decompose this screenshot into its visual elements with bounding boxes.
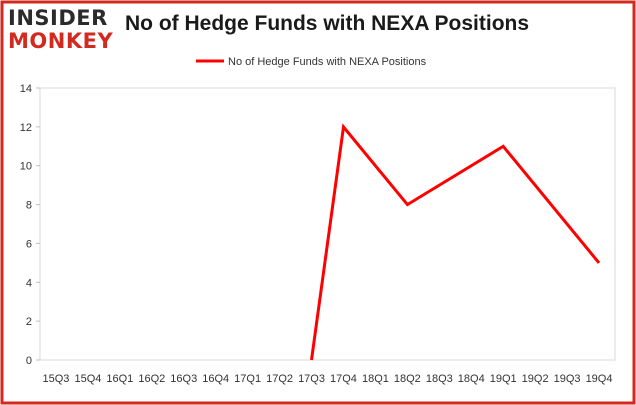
plot-area (39, 87, 616, 361)
insider-monkey-logo: INSIDER MONKEY (8, 6, 116, 54)
y-tick-label: 2 (26, 316, 32, 328)
x-tick-label: 15Q4 (74, 373, 101, 385)
y-axis: 0 2 4 6 8 10 12 14 (20, 83, 40, 367)
x-tick-label: 18Q1 (362, 373, 389, 385)
series-layer (310, 123, 601, 361)
logo-line2: MONKEY (8, 29, 114, 53)
x-axis: 15Q3 15Q4 16Q1 16Q2 16Q3 16Q4 17Q1 17Q2 17Q3 17Q4… (43, 373, 613, 385)
y-tick-label: 12 (20, 122, 32, 134)
x-tick-label: 19Q2 (522, 373, 549, 385)
x-tick-label: 15Q3 (43, 373, 70, 385)
series-line (310, 123, 601, 361)
x-tick-label: 17Q4 (330, 373, 357, 385)
y-tick-label: 14 (20, 83, 32, 95)
x-tick-label: 19Q1 (490, 373, 517, 385)
y-tick-label: 10 (20, 161, 32, 173)
y-tick-label: 4 (26, 277, 32, 289)
x-tick-label: 16Q4 (202, 373, 229, 385)
y-tick-label: 0 (26, 355, 32, 367)
y-tick-label: 8 (26, 200, 32, 212)
x-tick-label: 18Q2 (394, 373, 421, 385)
logo-line1: INSIDER (8, 6, 108, 30)
x-tick-label: 18Q3 (426, 373, 453, 385)
x-tick-label: 18Q4 (458, 373, 485, 385)
x-tick-label: 17Q3 (298, 373, 325, 385)
x-tick-label: 16Q1 (106, 373, 133, 385)
x-tick-label: 17Q2 (266, 373, 293, 385)
x-tick-label: 19Q4 (586, 373, 613, 385)
x-tick-label: 16Q3 (170, 373, 197, 385)
legend-label: No of Hedge Funds with NEXA Positions (228, 56, 427, 68)
chart-title: No of Hedge Funds with NEXA Positions (125, 12, 530, 35)
legend: No of Hedge Funds with NEXA Positions (196, 56, 427, 68)
x-tick-label: 17Q1 (234, 373, 261, 385)
y-tick-label: 6 (26, 238, 32, 250)
x-tick-label: 16Q2 (138, 373, 165, 385)
x-tick-label: 19Q3 (554, 373, 581, 385)
